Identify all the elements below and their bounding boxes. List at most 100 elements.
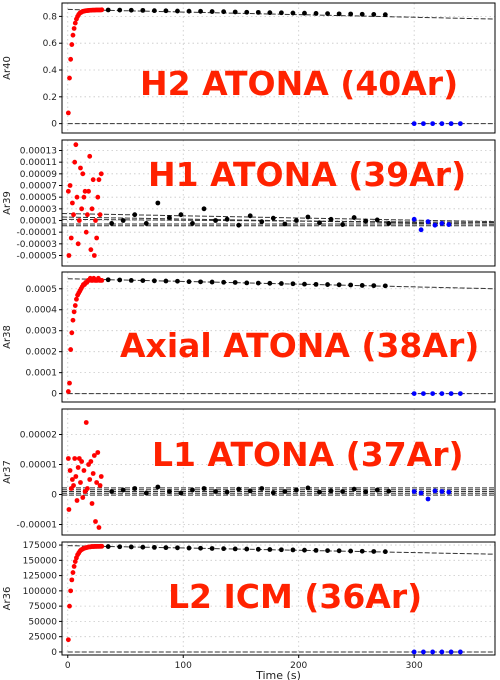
data-point bbox=[67, 603, 72, 609]
data-point bbox=[80, 171, 86, 177]
y-tick-label: -0.00001 bbox=[17, 521, 57, 531]
data-point bbox=[175, 545, 180, 551]
data-point bbox=[302, 10, 307, 16]
data-point bbox=[198, 8, 203, 14]
plot-area bbox=[61, 271, 496, 403]
y-tick-label: 50000 bbox=[28, 617, 57, 627]
data-point bbox=[65, 637, 71, 643]
data-point bbox=[457, 649, 463, 655]
data-point bbox=[198, 279, 203, 285]
x-axis-label: Time (s) bbox=[255, 669, 301, 680]
data-point bbox=[201, 206, 207, 212]
y-tick-label: -0.00005 bbox=[17, 252, 57, 262]
y-tick-label: 125000 bbox=[23, 572, 58, 582]
data-point bbox=[221, 279, 227, 285]
data-point bbox=[363, 489, 369, 495]
data-point bbox=[94, 235, 100, 241]
data-point bbox=[175, 278, 180, 284]
data-point bbox=[430, 391, 436, 397]
data-point bbox=[247, 488, 253, 494]
data-point bbox=[421, 391, 426, 397]
data-point bbox=[143, 490, 149, 496]
data-point bbox=[290, 547, 296, 553]
plot-border bbox=[61, 408, 496, 536]
data-point bbox=[78, 480, 83, 485]
data-point bbox=[155, 484, 161, 490]
data-point bbox=[448, 121, 454, 127]
data-point bbox=[80, 495, 86, 500]
x-tick-label: 300 bbox=[406, 661, 423, 671]
y-tick-label: 75000 bbox=[28, 602, 57, 612]
data-point bbox=[282, 489, 288, 494]
data-point bbox=[255, 546, 261, 552]
data-point bbox=[73, 142, 79, 148]
data-point bbox=[71, 309, 77, 315]
y-tick-label: 0.00005 bbox=[20, 193, 57, 203]
data-point bbox=[201, 486, 207, 491]
data-point bbox=[305, 214, 311, 220]
data-point bbox=[336, 11, 342, 17]
x-tick-label: 200 bbox=[290, 661, 307, 671]
data-point bbox=[89, 501, 95, 506]
y-axis-label: Ar39 bbox=[2, 191, 13, 215]
data-point bbox=[132, 486, 138, 491]
data-point bbox=[340, 222, 345, 227]
y-tick-label: 0.00001 bbox=[20, 461, 57, 471]
data-point bbox=[97, 483, 103, 488]
data-point bbox=[151, 278, 157, 284]
data-point bbox=[267, 547, 273, 552]
data-point bbox=[432, 488, 438, 494]
data-point bbox=[71, 212, 76, 218]
data-point bbox=[209, 279, 215, 285]
data-point bbox=[348, 282, 354, 288]
data-point bbox=[151, 544, 157, 550]
data-point bbox=[140, 544, 146, 550]
data-point bbox=[95, 450, 101, 455]
data-point bbox=[81, 194, 87, 200]
data-point bbox=[448, 649, 454, 655]
panel-annotation: H2 ATONA (40Ar) bbox=[140, 64, 458, 103]
plot-border bbox=[61, 2, 496, 134]
data-point bbox=[71, 564, 77, 569]
data-point bbox=[72, 303, 78, 308]
data-point bbox=[224, 489, 230, 495]
data-point bbox=[448, 391, 454, 397]
y-tick-label: 0.00011 bbox=[20, 158, 57, 168]
data-point bbox=[74, 498, 80, 503]
data-point bbox=[278, 10, 284, 16]
panel-ar40: H2 ATONA (40Ar) 0 0.2 0.4 0.6 0.8 Ar40 bbox=[2, 2, 496, 134]
data-point bbox=[69, 200, 75, 206]
data-point bbox=[72, 559, 78, 564]
y-tick-label: 0.6 bbox=[43, 39, 58, 49]
data-point bbox=[290, 281, 296, 287]
y-tick-label: 0 bbox=[51, 648, 57, 658]
data-point bbox=[232, 9, 238, 15]
data-point bbox=[117, 277, 123, 283]
y-tick-label: 0 bbox=[51, 390, 57, 400]
data-point bbox=[302, 281, 307, 287]
y-tick-label: 0 bbox=[51, 120, 57, 130]
data-point bbox=[374, 217, 380, 223]
y-tick-label: 0.8 bbox=[43, 12, 58, 22]
data-point bbox=[85, 486, 90, 491]
data-point bbox=[175, 8, 180, 14]
data-point bbox=[68, 588, 74, 594]
data-point bbox=[128, 277, 134, 283]
data-point bbox=[67, 183, 73, 188]
data-point bbox=[97, 212, 103, 218]
data-point bbox=[83, 229, 89, 235]
plot-area bbox=[61, 541, 496, 656]
data-point bbox=[65, 389, 71, 394]
data-point bbox=[178, 490, 184, 496]
data-point bbox=[371, 11, 377, 17]
data-point bbox=[67, 75, 72, 81]
data-point bbox=[382, 549, 388, 555]
data-point bbox=[128, 544, 134, 550]
fit-line bbox=[61, 216, 496, 225]
data-point bbox=[120, 487, 126, 493]
data-point bbox=[163, 545, 169, 551]
data-point bbox=[166, 489, 172, 494]
data-point bbox=[88, 247, 94, 253]
data-point bbox=[166, 215, 172, 220]
